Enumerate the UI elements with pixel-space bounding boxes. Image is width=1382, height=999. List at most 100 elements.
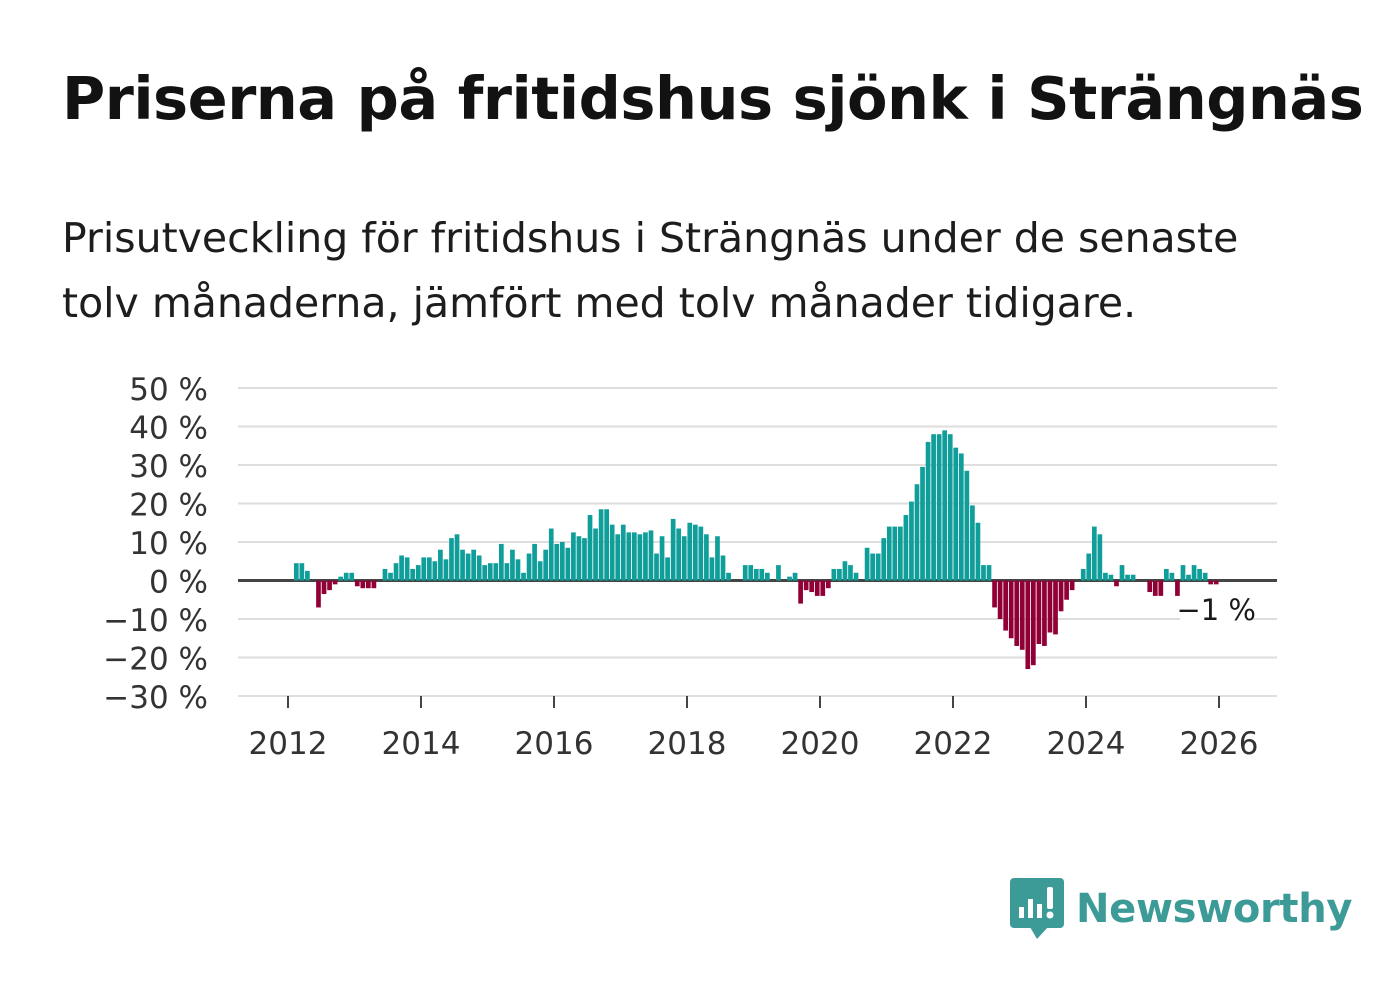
bar (1103, 572, 1108, 581)
bar (875, 553, 881, 581)
bar (670, 518, 676, 581)
bar (759, 568, 765, 581)
x-tick-label: 2022 (914, 726, 993, 762)
bar-chart-speech-bubble-icon (1010, 878, 1064, 939)
bar (1086, 553, 1092, 581)
bar (925, 441, 931, 581)
bar (1031, 580, 1036, 666)
bar (299, 563, 305, 581)
bar (338, 576, 343, 581)
bar (487, 563, 493, 581)
bar (848, 565, 853, 581)
bar (393, 563, 399, 581)
bar (992, 580, 997, 608)
bar (515, 559, 521, 581)
y-tick-label: 20 % (129, 488, 208, 524)
chart-title: Priserna på fritidshus sjönk i Strängnäs (62, 64, 1364, 133)
bar (316, 580, 321, 608)
bar (820, 580, 826, 596)
bar (892, 526, 898, 581)
bar (1213, 580, 1219, 585)
bar (765, 572, 770, 581)
bar (615, 534, 621, 581)
bar (1019, 580, 1025, 650)
bar (1147, 580, 1153, 593)
bar (626, 532, 632, 581)
bar (1080, 568, 1086, 581)
bar (421, 557, 427, 581)
bar (709, 557, 715, 581)
bar (598, 509, 604, 581)
bar (920, 466, 925, 581)
last-value-label-bg (1180, 591, 1253, 627)
bar (1091, 526, 1097, 581)
bar (986, 565, 992, 581)
brand: Newsworthy (1010, 878, 1353, 940)
bar (958, 453, 964, 581)
bar (465, 553, 471, 581)
bar (970, 505, 975, 581)
bar (659, 536, 665, 581)
y-tick-label: 10 % (129, 526, 208, 562)
bar (942, 430, 948, 581)
x-tick-label: 2016 (515, 726, 594, 762)
y-tick-label: 0 % (149, 565, 208, 601)
last-value-label: −1 % (1176, 593, 1256, 627)
bar (798, 580, 803, 604)
bar (1197, 568, 1202, 581)
bar (1069, 580, 1075, 591)
y-tick-label: −20 % (103, 642, 208, 678)
bar (648, 530, 654, 581)
x-tick-label: 2020 (781, 726, 860, 762)
bar (881, 538, 887, 581)
bar (554, 543, 560, 581)
bar (582, 538, 587, 581)
bar (382, 568, 388, 581)
bar (997, 580, 1003, 619)
bar (1042, 580, 1047, 646)
bar (426, 557, 432, 581)
y-tick-label: 50 % (129, 372, 208, 408)
chart-subtitle: Prisutveckling för fritidshus i Strängnä… (62, 214, 1239, 327)
bar (548, 528, 554, 581)
bar (814, 580, 820, 596)
bar (493, 563, 499, 581)
bar (327, 580, 332, 591)
bar (565, 547, 571, 581)
y-tick-label: 30 % (129, 449, 208, 485)
bar (593, 528, 598, 581)
bar (825, 580, 831, 589)
bar (449, 538, 454, 581)
bar (787, 576, 792, 581)
bar (543, 549, 549, 581)
bar (532, 543, 537, 581)
bar (482, 565, 488, 581)
bar (643, 532, 648, 581)
x-tick-label: 2024 (1047, 726, 1126, 762)
bar (936, 434, 942, 581)
labels-layer: 50 %40 %30 %20 %10 %0 %−10 %−20 %−30 % 20… (103, 372, 1258, 762)
bar (366, 580, 371, 589)
bar (753, 568, 759, 581)
bar (637, 534, 643, 581)
y-tick-label: −10 % (103, 603, 208, 639)
bar (360, 580, 366, 589)
bar (720, 555, 726, 581)
bar (371, 580, 377, 589)
bar (931, 434, 936, 581)
bar (831, 568, 837, 581)
bar (510, 549, 515, 581)
bar (687, 522, 693, 581)
bar (898, 526, 903, 581)
bar (842, 561, 848, 581)
bar (354, 580, 360, 587)
bar (454, 534, 460, 581)
bar (1025, 580, 1031, 670)
bar (1175, 580, 1180, 596)
bar (432, 561, 438, 581)
y-tick-label: −30 % (103, 680, 208, 716)
bar (620, 524, 626, 581)
bar (576, 536, 582, 581)
bar (1003, 580, 1008, 631)
